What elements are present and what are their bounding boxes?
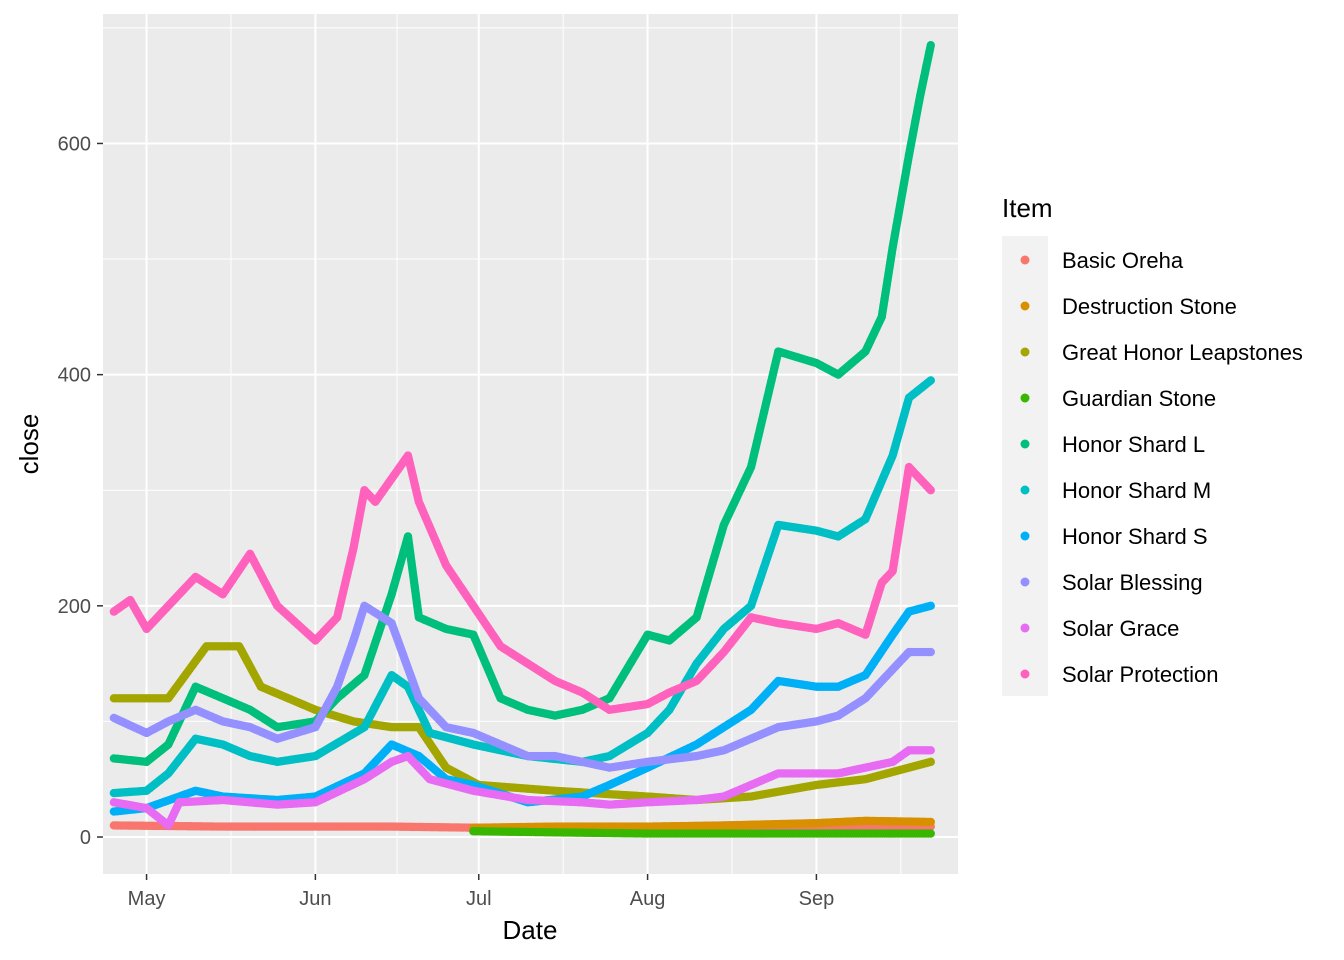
data-point [926, 41, 935, 50]
legend-label: Honor Shard S [1062, 524, 1208, 549]
legend-label: Great Honor Leapstones [1062, 340, 1303, 365]
legend-title: Item [1002, 193, 1053, 223]
legend-label: Basic Oreha [1062, 248, 1184, 273]
x-axis: May Jun Jul Aug Sep [128, 874, 835, 910]
series-solar-blessing [109, 601, 935, 772]
data-point [926, 829, 935, 838]
y-tick-label: 400 [58, 365, 91, 387]
legend-key-dot [1020, 347, 1030, 357]
y-axis-title: close [14, 414, 44, 475]
data-point [926, 746, 935, 755]
legend-label: Solar Blessing [1062, 570, 1203, 595]
x-axis-title: Date [503, 915, 558, 945]
legend-label: Honor Shard L [1062, 432, 1205, 457]
legend-key-dot [1020, 669, 1030, 679]
data-point [926, 647, 935, 657]
x-tick-label: Jun [299, 888, 331, 910]
x-tick-label: Sep [799, 888, 835, 910]
legend-key-dot [1020, 623, 1030, 633]
data-point [926, 376, 935, 385]
legend: Item Basic Oreha Destruction Stone Great H… [1002, 193, 1303, 696]
legend-label: Guardian Stone [1062, 386, 1216, 411]
series-solar-grace [109, 746, 935, 830]
data-point [926, 757, 935, 767]
legend-key-dot [1020, 577, 1030, 587]
data-points [109, 41, 935, 838]
data-point [926, 817, 935, 827]
legend-key-dot [1020, 301, 1030, 311]
series-guardian-stone [469, 827, 935, 838]
data-point [926, 601, 935, 611]
series-honor-shard-m [109, 376, 935, 798]
legend-label: Solar Grace [1062, 616, 1179, 641]
data-point [926, 486, 935, 495]
legend-key-background [1002, 236, 1048, 696]
y-axis: 0 200 400 600 [58, 133, 103, 849]
x-tick-label: Jul [466, 888, 492, 910]
legend-items: Basic Oreha Destruction Stone Great Honor … [1002, 236, 1303, 696]
legend-key-dot [1020, 439, 1030, 449]
series-solar-protection [109, 451, 935, 715]
legend-key-dot [1020, 531, 1030, 541]
legend-label: Destruction Stone [1062, 294, 1237, 319]
y-tick-label: 600 [58, 133, 91, 155]
legend-key-dot [1020, 255, 1030, 265]
x-tick-label: Aug [630, 888, 666, 910]
x-tick-label: May [128, 888, 166, 910]
legend-key-dot [1020, 393, 1030, 403]
legend-label: Solar Protection [1062, 662, 1219, 687]
legend-label: Honor Shard M [1062, 478, 1211, 503]
y-tick-label: 200 [58, 596, 91, 618]
minor-gridlines [103, 14, 958, 874]
legend-key-dot [1020, 485, 1030, 495]
y-tick-label: 0 [80, 827, 91, 849]
series-honor-shard-l [109, 41, 935, 767]
